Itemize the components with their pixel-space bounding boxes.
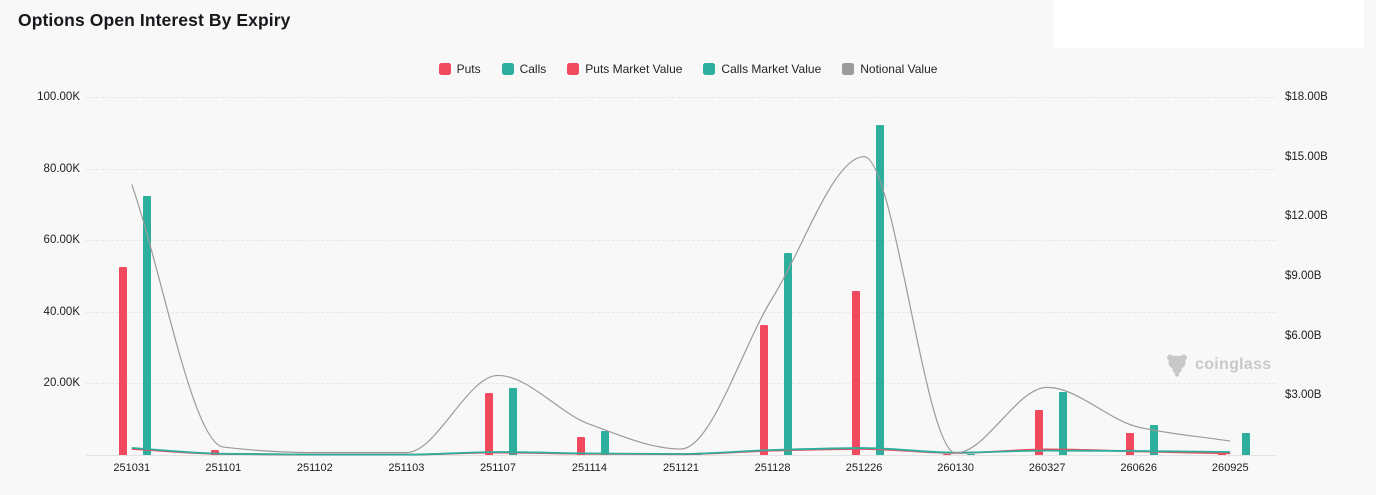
x-axis-tick-260130: 260130 — [937, 462, 974, 474]
legend-swatch-icon — [842, 63, 855, 75]
blank-overlay — [1053, 0, 1364, 48]
right-axis-tick: $9.00B — [1285, 270, 1322, 282]
x-axis-tick-260925: 260925 — [1211, 462, 1249, 474]
legend-item-label: Calls — [519, 62, 547, 76]
right-axis-tick: $15.00B — [1285, 150, 1328, 163]
bar-puts-260130[interactable] — [943, 454, 952, 455]
page-title: Options Open Interest By Expiry — [18, 10, 291, 30]
gridline — [86, 168, 1276, 170]
legend-item-label: Calls Market Value — [721, 62, 822, 76]
legend-item-label: Puts Market Value — [585, 62, 683, 76]
bar-puts-260626[interactable] — [1126, 432, 1135, 455]
bar-puts-260327[interactable] — [1034, 409, 1043, 455]
left-axis-tick: 60.00K — [43, 234, 80, 247]
gridline — [86, 240, 1276, 242]
chart-legend: Puts Calls Puts Market Value Calls Market V… — [0, 61, 1376, 77]
legend-item-label: Notional Value — [860, 62, 938, 76]
x-axis-tick-260327: 260327 — [1028, 462, 1066, 474]
right-y-axis: $18.00B $15.00B $12.00B $9.00B $6.00B $3.00B — [1285, 91, 1365, 455]
gridline — [86, 97, 1276, 98]
bar-puts-251107[interactable] — [485, 393, 494, 455]
line-notional-value — [131, 156, 1231, 454]
bar-calls-260130[interactable] — [967, 454, 976, 455]
right-axis-tick: $6.00B — [1285, 329, 1322, 342]
line-series-layer — [131, 156, 1231, 456]
x-axis-tick-251102: 251102 — [296, 462, 333, 474]
legend-swatch-icon — [438, 63, 451, 75]
bar-calls-251107[interactable] — [509, 388, 518, 455]
x-axis: 251031 251101 251102 251103 251107 251114 2511… — [86, 462, 1276, 478]
bar-calls-260626[interactable] — [1150, 425, 1159, 455]
legend-item-puts-market-value[interactable]: Puts Market Value — [567, 62, 682, 76]
bar-calls-260925[interactable] — [1241, 432, 1250, 455]
legend-item-label: Puts — [456, 62, 481, 76]
left-axis-tick: 80.00K — [43, 162, 80, 175]
bar-calls-251031[interactable] — [143, 195, 152, 455]
right-axis-tick: $3.00B — [1285, 389, 1322, 402]
legend-swatch-icon — [703, 63, 716, 75]
legend-item-notional-value[interactable]: Notional Value — [842, 62, 937, 76]
bar-calls-251128[interactable] — [784, 253, 793, 455]
bar-puts-251114[interactable] — [576, 437, 585, 455]
x-axis-tick-251226: 251226 — [845, 462, 883, 474]
line-calls-market-value — [131, 447, 1231, 456]
bar-calls-251114[interactable] — [600, 431, 609, 455]
legend-swatch-icon — [567, 63, 580, 75]
plot-area[interactable] — [86, 97, 1276, 456]
gridline — [86, 311, 1276, 313]
x-axis-tick-251101: 251101 — [205, 462, 242, 474]
legend-item-puts[interactable]: Puts — [438, 62, 481, 76]
left-y-axis: 100.00K 80.00K 60.00K 40.00K 20.00K — [0, 91, 80, 455]
x-axis-tick-251121: 251121 — [663, 462, 699, 474]
bar-puts-251128[interactable] — [760, 325, 769, 455]
bar-calls-260327[interactable] — [1058, 392, 1067, 455]
legend-item-calls-market-value[interactable]: Calls Market Value — [703, 62, 821, 76]
legend-item-calls[interactable]: Calls — [501, 62, 547, 76]
right-axis-tick: $18.00B — [1285, 91, 1328, 103]
x-axis-tick-251114: 251114 — [571, 462, 607, 474]
x-axis-tick-251107: 251107 — [479, 462, 516, 474]
right-axis-tick: $12.00B — [1285, 210, 1328, 223]
legend-swatch-icon — [501, 63, 514, 75]
bar-puts-251031[interactable] — [119, 267, 128, 455]
gridline — [86, 383, 1276, 385]
bar-calls-251226[interactable] — [875, 124, 884, 455]
x-axis-tick-260626: 260626 — [1120, 462, 1158, 474]
left-axis-tick: 100.00K — [37, 91, 80, 103]
bar-puts-251101[interactable] — [210, 449, 219, 455]
left-axis-tick: 20.00K — [43, 377, 80, 390]
left-axis-tick: 40.00K — [43, 305, 80, 318]
x-axis-tick-251103: 251103 — [388, 462, 425, 474]
x-axis-line — [86, 455, 1276, 456]
x-axis-tick-251128: 251128 — [754, 462, 791, 474]
x-axis-tick-251031: 251031 — [113, 462, 151, 474]
bar-puts-251226[interactable] — [851, 291, 860, 455]
